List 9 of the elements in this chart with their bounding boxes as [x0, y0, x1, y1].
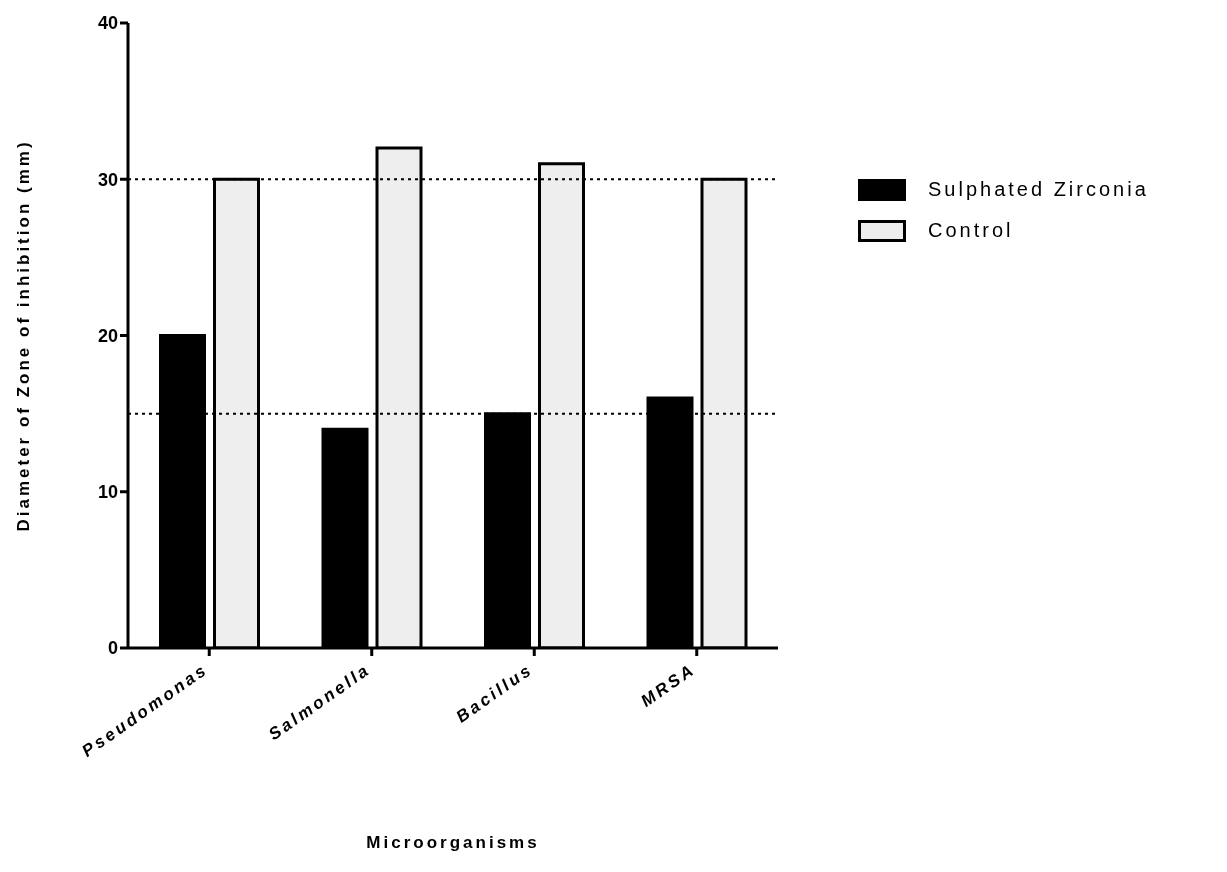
y-tick-label: 40 — [97, 13, 118, 34]
y-tick-label: 20 — [97, 325, 118, 346]
legend-label: Control — [928, 219, 1014, 242]
y-tick-label: 30 — [97, 169, 118, 190]
y-tick-label: 10 — [97, 482, 118, 503]
legend-label: Sulphated Zirconia — [928, 178, 1149, 201]
x-axis-title: Microorganisms — [366, 833, 540, 852]
y-axis-title: Diameter of Zone of inhibition (mm) — [14, 139, 34, 532]
y-tick-label: 0 — [107, 638, 118, 659]
